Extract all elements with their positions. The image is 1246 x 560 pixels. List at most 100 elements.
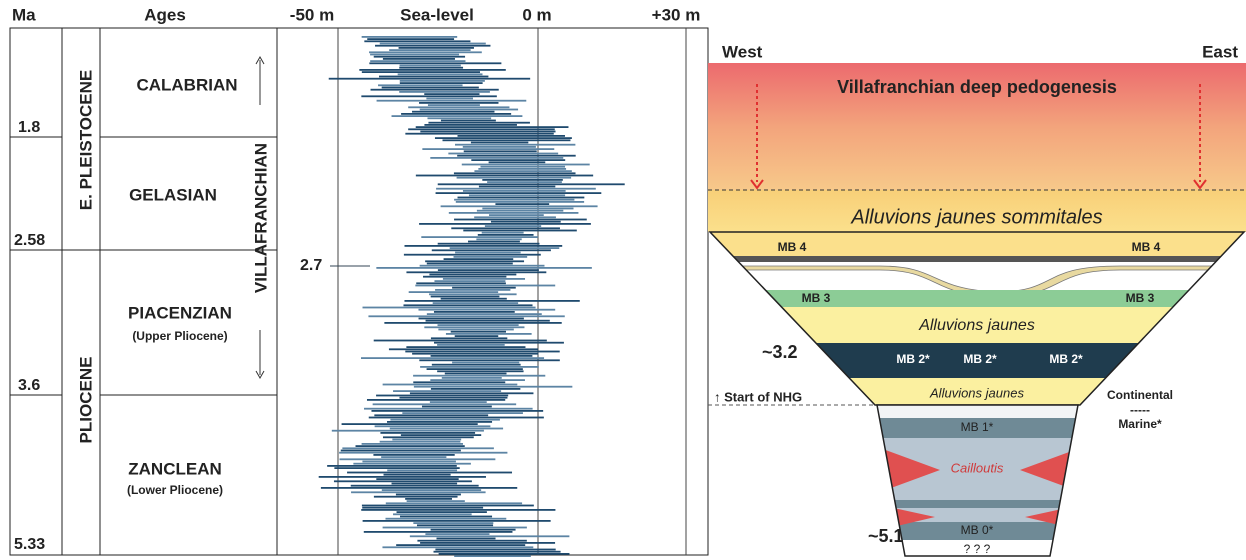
curve-segment — [379, 42, 486, 45]
curve-segment — [347, 471, 513, 474]
curve-segment — [369, 62, 502, 65]
marker-label: 2.7 — [300, 257, 322, 274]
curve-segment — [457, 135, 565, 137]
curve-segment — [331, 429, 484, 432]
curve-segment — [415, 174, 594, 177]
curve-segment — [406, 500, 465, 502]
curve-segment — [470, 141, 529, 144]
curve-segment — [400, 515, 493, 518]
curve-segment — [424, 93, 480, 95]
header-plus30: +30 m — [652, 5, 701, 24]
curve-segment — [455, 251, 521, 254]
curve-segment — [381, 456, 447, 458]
curve-segment — [409, 535, 570, 538]
curve-segment — [392, 438, 462, 441]
curve-segment — [362, 506, 484, 509]
curve-segment — [415, 284, 556, 287]
curve-segment — [412, 352, 539, 355]
curve-segment — [433, 341, 564, 344]
curve-segment — [457, 154, 576, 157]
curve-segment — [379, 75, 489, 78]
curve-segment — [361, 357, 545, 359]
curve-segment — [450, 330, 506, 333]
curve-segment — [455, 201, 585, 203]
curve-segment — [445, 333, 532, 335]
age-name: GELASIAN — [129, 185, 217, 204]
curve-segment — [438, 553, 570, 555]
curve-segment — [437, 242, 540, 245]
header-minus50: -50 m — [290, 5, 334, 24]
curve-segment — [461, 163, 590, 166]
curve-segment — [417, 539, 527, 542]
curve-segment — [426, 97, 474, 100]
curve-segment — [366, 399, 506, 401]
curve-segment — [420, 542, 556, 544]
curve-segment — [320, 487, 518, 489]
curve-segment — [453, 172, 576, 175]
curve-segment — [418, 317, 524, 320]
curve-segment — [362, 306, 536, 309]
mb1-label: MB 1* — [961, 420, 994, 434]
epoch: E. PLEISTOCENE — [76, 70, 95, 210]
curve-segment — [442, 139, 571, 142]
curve-segment — [404, 245, 563, 247]
curve-segment — [353, 462, 471, 465]
curve-segment — [462, 146, 536, 148]
curve-segment — [428, 121, 530, 124]
header-ages: Ages — [144, 5, 186, 24]
curve-segment — [362, 520, 551, 522]
curve-segment — [489, 214, 544, 216]
curve-segment — [402, 412, 523, 414]
curve-segment — [419, 102, 499, 104]
curve-segment — [378, 84, 463, 87]
curve-segment — [488, 161, 546, 164]
curve-segment — [370, 88, 499, 91]
curve-segment — [399, 66, 464, 69]
curve-segment — [381, 489, 482, 491]
ma-tick: 3.6 — [18, 377, 40, 394]
curve-segment — [423, 275, 507, 278]
header-sea-level: Sea-level — [400, 5, 474, 24]
curve-segment — [437, 269, 539, 271]
curve-segment — [442, 278, 526, 280]
curve-segment — [339, 458, 496, 461]
curve-segment — [416, 524, 494, 527]
curve-segment — [427, 117, 492, 120]
curve-segment — [399, 91, 490, 93]
curve-segment — [361, 443, 463, 445]
curve-segment — [418, 308, 556, 311]
curve-segment — [482, 207, 574, 210]
age-label: ~3.2 — [762, 342, 798, 362]
pedogenesis-label: Villafranchian deep pedogenesis — [837, 77, 1117, 97]
curve-segment — [429, 273, 517, 276]
curve-segment — [440, 119, 496, 122]
curve-segment — [430, 379, 525, 381]
curve-segment — [419, 359, 560, 362]
curve-segment — [452, 286, 516, 289]
mb4-label: MB 4 — [778, 240, 807, 254]
curve-segment — [385, 502, 523, 505]
curve-segment — [355, 445, 465, 447]
curve-segment — [364, 40, 471, 43]
curve-segment — [408, 291, 499, 293]
curve-segment — [431, 249, 551, 252]
curve-segment — [430, 157, 564, 159]
curve-segment — [474, 216, 556, 219]
cailloutis-label: Cailloutis — [951, 460, 1004, 475]
curve-segment — [375, 44, 491, 47]
curve-segment — [403, 253, 541, 256]
curve-segment — [448, 212, 579, 214]
mb2-label: MB 2* — [1049, 352, 1083, 366]
sea-level-curve — [318, 36, 625, 557]
mb4-label: MB 4 — [1132, 240, 1161, 254]
timescale-frame — [9, 27, 709, 556]
curve-segment — [430, 337, 508, 340]
curve-segment — [364, 407, 533, 410]
curve-segment — [419, 108, 519, 111]
curve-segment — [424, 326, 525, 329]
age-name: PIACENZIAN — [128, 303, 232, 322]
curve-segment — [397, 73, 483, 76]
curve-segment — [448, 152, 559, 155]
curve-segment — [419, 223, 591, 225]
curve-segment — [412, 110, 495, 113]
